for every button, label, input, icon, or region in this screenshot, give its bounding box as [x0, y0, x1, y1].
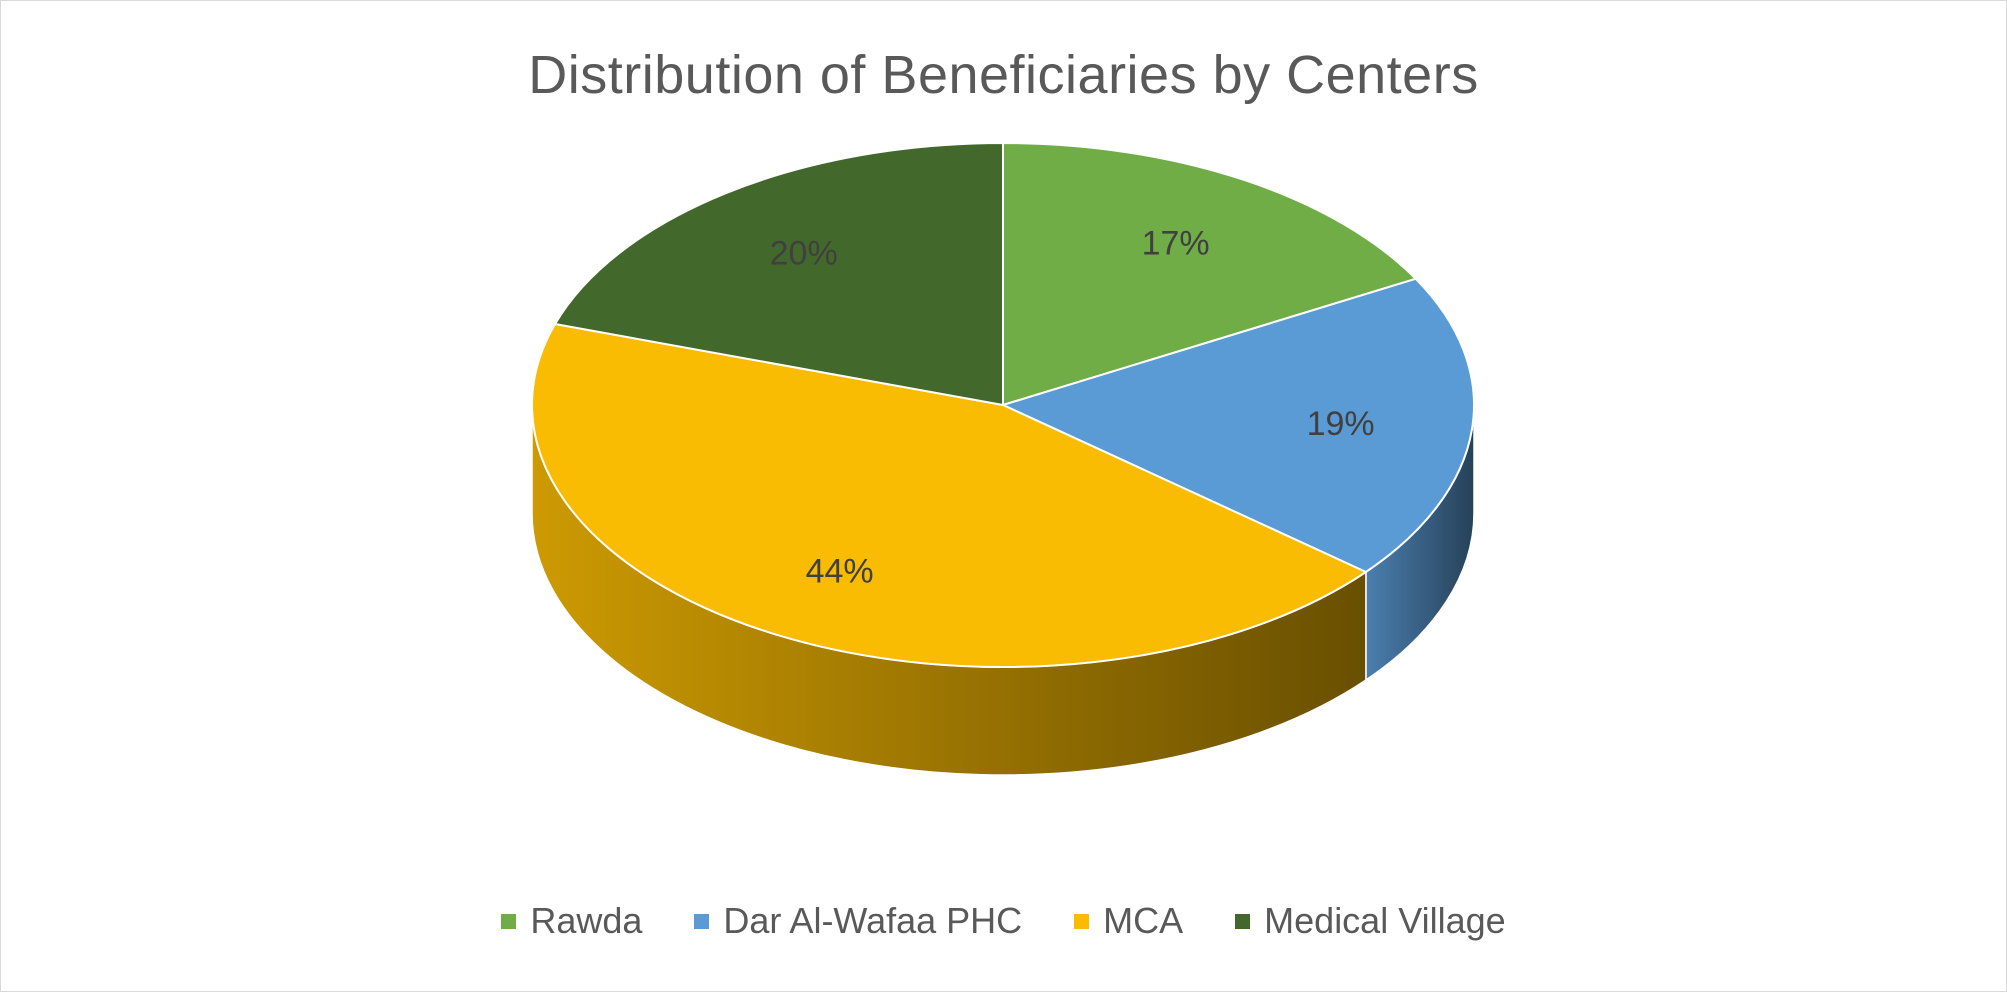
legend-swatch-rawda [501, 913, 517, 929]
legend-label-medical-village: Medical Village [1264, 900, 1506, 941]
pie-slice-mca [531, 323, 1367, 668]
legend-item-mca: MCA [1074, 900, 1183, 942]
pie-slice-rawda [1002, 142, 1417, 406]
legend-item-rawda: Rawda [501, 900, 642, 942]
pie-data-labels: 17% 19% 44% 20% [770, 225, 1375, 591]
pie-slice-dar-al-wafaa-phc [1002, 277, 1475, 574]
data-label-rawda: 17% [1142, 225, 1210, 263]
legend-label-mca: MCA [1103, 900, 1184, 941]
data-label-dar-al-wafaa-phc: 19% [1307, 405, 1375, 443]
data-label-mca: 44% [806, 552, 874, 590]
legend-label-dar-al-wafaa-phc: Dar Al-Wafaa PHC [723, 900, 1023, 941]
legend-swatch-medical-village [1235, 913, 1251, 929]
legend-item-medical-village: Medical Village [1235, 900, 1506, 942]
legend-item-dar-al-wafaa-phc: Dar Al-Wafaa PHC [694, 900, 1022, 942]
legend-swatch-dar-al-wafaa-phc [694, 913, 710, 929]
data-label-medical-village: 20% [770, 234, 838, 272]
pie-top-faces [531, 142, 1475, 668]
legend-swatch-mca [1074, 913, 1090, 929]
chart-title: Distribution of Beneficiaries by Centers [528, 45, 1479, 105]
pie-slice-medical-village [554, 142, 1004, 406]
chart-legend: Rawda Dar Al-Wafaa PHC MCA Medical Village [0, 900, 2007, 942]
legend-label-rawda: Rawda [530, 900, 643, 941]
